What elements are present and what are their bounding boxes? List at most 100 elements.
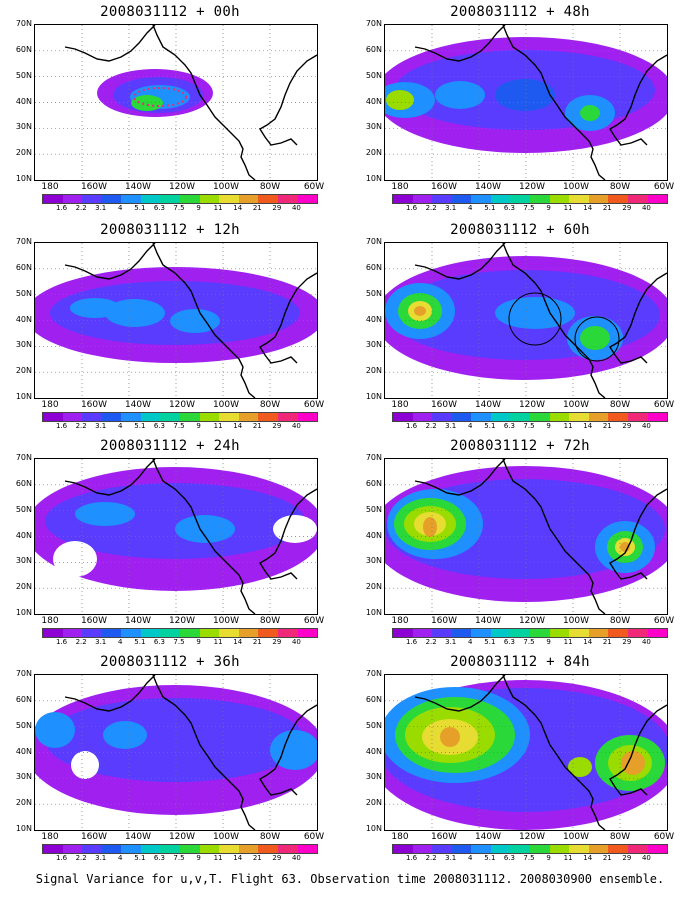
colorbar-label: 3.1 bbox=[445, 854, 457, 862]
colorbar-swatch bbox=[412, 195, 433, 203]
colorbar-label: 1.6 bbox=[55, 204, 68, 212]
colorbar-swatch bbox=[608, 413, 628, 421]
map-plot-area bbox=[34, 24, 318, 181]
colorbar-label: 2.2 bbox=[75, 854, 87, 862]
colorbar-swatch bbox=[140, 413, 161, 421]
y-tick-label: 60N bbox=[15, 478, 32, 488]
colorbar bbox=[392, 844, 668, 854]
coastline bbox=[64, 25, 317, 180]
colorbar-label: 11 bbox=[563, 854, 573, 862]
x-tick-label: 120W bbox=[168, 616, 196, 626]
y-tick-label: 10N bbox=[15, 608, 32, 617]
y-tick-label: 10N bbox=[15, 392, 32, 401]
x-tick-label: 180 bbox=[391, 400, 409, 410]
x-tick-label: 180 bbox=[41, 616, 59, 626]
x-tick-label: 100W bbox=[212, 616, 240, 626]
colorbar-swatch bbox=[530, 195, 550, 203]
colorbar-swatch bbox=[180, 195, 200, 203]
colorbar-swatch bbox=[490, 845, 511, 853]
colorbar-swatch bbox=[432, 629, 452, 637]
x-tick-label: 120W bbox=[518, 182, 546, 192]
colorbar-swatch bbox=[258, 195, 278, 203]
variance-contour bbox=[175, 515, 235, 543]
map-panel: 2008031112 + 48h 70N 60N 50N 40N 30N 20N 10N 180… bbox=[350, 2, 690, 222]
y-tick-label: 30N bbox=[365, 340, 382, 350]
y-tick-label: 30N bbox=[15, 772, 32, 782]
y-tick-label: 10N bbox=[15, 824, 32, 833]
y-tick-label: 20N bbox=[365, 582, 382, 592]
y-tick-label: 40N bbox=[365, 96, 382, 106]
coastline bbox=[414, 675, 667, 830]
colorbar-swatch bbox=[647, 845, 668, 853]
colorbar-swatch bbox=[588, 413, 609, 421]
colorbar-swatch bbox=[160, 845, 181, 853]
colorbar-labels: 1.6 2.2 3.1 4 5.1 6.3 7.5 9 11 14 21 29 40 bbox=[42, 204, 316, 214]
colorbar-swatch bbox=[393, 845, 413, 853]
x-tick-label: 120W bbox=[518, 616, 546, 626]
colorbar-label: 11 bbox=[213, 422, 223, 430]
colorbar-swatch bbox=[530, 413, 550, 421]
x-tick-label: 140W bbox=[124, 400, 152, 410]
colorbar-label: 40 bbox=[291, 204, 301, 212]
x-tick-label: 120W bbox=[168, 832, 196, 842]
colorbar-label: 11 bbox=[563, 638, 573, 646]
highlight-circle bbox=[574, 316, 620, 362]
colorbar bbox=[392, 194, 668, 204]
colorbar-swatch bbox=[238, 195, 259, 203]
colorbar-label: 14 bbox=[583, 204, 593, 212]
variance-contour bbox=[35, 712, 75, 748]
y-tick-label: 70N bbox=[15, 669, 32, 678]
colorbar-label: 2.2 bbox=[425, 638, 437, 646]
x-tick-label: 80W bbox=[259, 832, 281, 842]
y-tick-label: 40N bbox=[15, 96, 32, 106]
colorbar-label: 40 bbox=[291, 854, 301, 862]
colorbar-label: 29 bbox=[622, 422, 632, 430]
colorbar-swatch bbox=[588, 629, 609, 637]
colorbar-label: 9 bbox=[196, 204, 201, 212]
panel-title: 2008031112 + 36h bbox=[100, 654, 240, 670]
colorbar-swatch bbox=[549, 845, 570, 853]
colorbar-label: 6.3 bbox=[503, 854, 515, 862]
variance-contour bbox=[580, 105, 600, 121]
y-tick-label: 60N bbox=[365, 44, 382, 54]
map-panel: 2008031112 + 72h 70N 60N 50N 40N 30N 20N 10N 180… bbox=[350, 436, 690, 656]
colorbar-swatch bbox=[490, 195, 511, 203]
colorbar-swatch bbox=[451, 629, 472, 637]
coastline bbox=[414, 25, 667, 180]
colorbar-swatch bbox=[101, 413, 122, 421]
colorbar-swatch bbox=[277, 845, 298, 853]
colorbar-label: 21 bbox=[252, 854, 262, 862]
colorbar-swatch bbox=[238, 845, 259, 853]
y-tick-label: 50N bbox=[15, 288, 32, 298]
y-tick-label: 40N bbox=[15, 530, 32, 540]
colorbar-label: 1.6 bbox=[405, 422, 418, 430]
y-tick-label: 50N bbox=[365, 288, 382, 298]
colorbar-label: 2.2 bbox=[425, 854, 437, 862]
colorbar-label: 7.5 bbox=[523, 854, 535, 862]
colorbar-swatch bbox=[82, 195, 102, 203]
colorbar-label: 2.2 bbox=[425, 422, 437, 430]
y-tick-label: 70N bbox=[15, 237, 32, 246]
colorbar-swatch bbox=[62, 413, 83, 421]
x-tick-label: 180 bbox=[391, 832, 409, 842]
colorbar-label: 5.1 bbox=[484, 422, 496, 430]
x-tick-label: 120W bbox=[168, 182, 196, 192]
y-tick-label: 70N bbox=[365, 669, 382, 678]
y-tick-label: 10N bbox=[15, 174, 32, 183]
y-tick-label: 50N bbox=[365, 504, 382, 514]
x-tick-label: 160W bbox=[430, 832, 458, 842]
colorbar-label: 6.3 bbox=[153, 638, 165, 646]
colorbar-swatch bbox=[471, 413, 491, 421]
panel-title: 2008031112 + 24h bbox=[100, 438, 240, 454]
x-tick-label: 60W bbox=[653, 616, 675, 626]
colorbar-swatch bbox=[471, 845, 491, 853]
colorbar-labels: 1.6 2.2 3.1 4 5.1 6.3 7.5 9 11 14 21 29 40 bbox=[392, 638, 666, 648]
colorbar-label: 14 bbox=[583, 854, 593, 862]
map-plot-area bbox=[384, 674, 668, 831]
colorbar-swatch bbox=[160, 629, 181, 637]
colorbar-label: 9 bbox=[196, 422, 201, 430]
colorbar-swatch bbox=[160, 195, 181, 203]
colorbar-label: 21 bbox=[602, 422, 612, 430]
colorbar-label: 6.3 bbox=[503, 204, 515, 212]
colorbar-swatch bbox=[412, 629, 433, 637]
